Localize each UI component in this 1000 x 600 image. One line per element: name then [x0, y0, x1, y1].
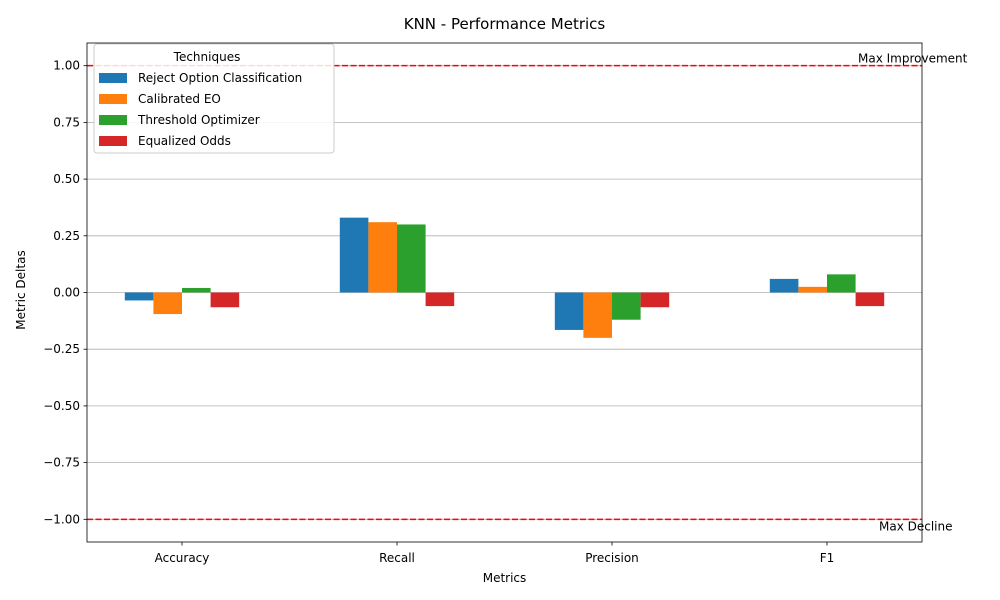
- y-tick-label: 0.75: [53, 115, 80, 129]
- bar: [397, 224, 426, 293]
- bar: [612, 292, 641, 320]
- bar: [124, 292, 154, 301]
- chart-title: KNN - Performance Metrics: [404, 15, 606, 33]
- y-tick-label: −0.50: [43, 399, 80, 413]
- bar: [798, 286, 827, 293]
- bar: [339, 217, 369, 293]
- legend-swatch: [99, 94, 127, 104]
- bar: [827, 274, 856, 293]
- y-tick-label: −0.25: [43, 342, 80, 356]
- reference-line-label: Max Decline: [879, 519, 953, 533]
- bar: [210, 292, 240, 308]
- bar: [769, 278, 799, 293]
- legend-box: [93, 43, 335, 154]
- y-axis-label: Metric Deltas: [14, 250, 28, 329]
- bar: [583, 292, 612, 338]
- y-tick-label: 0.50: [53, 172, 80, 186]
- legend-swatch: [99, 115, 127, 125]
- y-tick-label: −1.00: [43, 512, 80, 526]
- legend-entry: Calibrated EO: [138, 92, 221, 106]
- bar: [554, 292, 584, 330]
- legend-entry: Threshold Optimizer: [137, 113, 260, 127]
- legend-swatch: [99, 73, 127, 83]
- y-tick-label: −0.75: [43, 456, 80, 470]
- bar: [425, 292, 455, 307]
- bar: [640, 292, 670, 308]
- x-tick-label: Precision: [585, 551, 639, 565]
- x-tick-label: F1: [820, 551, 835, 565]
- x-tick-label: Accuracy: [155, 551, 210, 565]
- y-tick-label: 1.00: [53, 59, 80, 73]
- bar: [182, 287, 211, 293]
- bars: [124, 217, 885, 338]
- legend-entry: Equalized Odds: [138, 134, 231, 148]
- x-tick-label: Recall: [379, 551, 415, 565]
- bar: [153, 292, 182, 315]
- legend: Techniques Reject Option Classification Ca…: [93, 43, 335, 154]
- y-tick-label: 0.25: [53, 229, 80, 243]
- y-tick-label: 0.00: [53, 286, 80, 300]
- bar: [855, 292, 885, 307]
- axes: −1.00 −0.75 −0.50 −0.25 0.00 0.25 0.50 0.75 1.00…: [43, 42, 923, 565]
- legend-swatch: [99, 136, 127, 146]
- legend-entry: Reject Option Classification: [138, 71, 302, 85]
- reference-line-label: Max Improvement: [858, 52, 968, 66]
- x-axis-label: Metrics: [483, 571, 527, 585]
- bar: [368, 222, 397, 293]
- legend-title: Techniques: [173, 50, 241, 64]
